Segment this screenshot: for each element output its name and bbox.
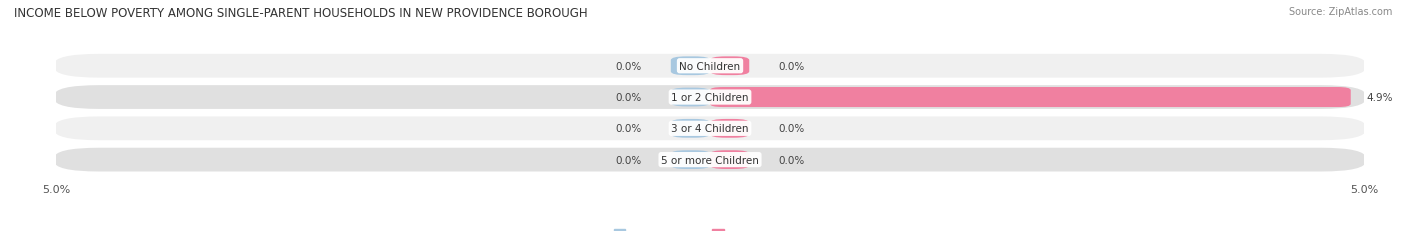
Text: 3 or 4 Children: 3 or 4 Children bbox=[671, 124, 749, 134]
Text: Source: ZipAtlas.com: Source: ZipAtlas.com bbox=[1288, 7, 1392, 17]
Text: 0.0%: 0.0% bbox=[778, 61, 804, 71]
FancyBboxPatch shape bbox=[53, 117, 1367, 141]
Text: No Children: No Children bbox=[679, 61, 741, 71]
FancyBboxPatch shape bbox=[710, 57, 749, 76]
Text: 0.0%: 0.0% bbox=[616, 124, 643, 134]
Text: 5 or more Children: 5 or more Children bbox=[661, 155, 759, 165]
FancyBboxPatch shape bbox=[710, 151, 749, 169]
FancyBboxPatch shape bbox=[710, 88, 1351, 108]
Text: 0.0%: 0.0% bbox=[778, 124, 804, 134]
Text: INCOME BELOW POVERTY AMONG SINGLE-PARENT HOUSEHOLDS IN NEW PROVIDENCE BOROUGH: INCOME BELOW POVERTY AMONG SINGLE-PARENT… bbox=[14, 7, 588, 20]
FancyBboxPatch shape bbox=[671, 119, 710, 138]
FancyBboxPatch shape bbox=[53, 148, 1367, 172]
Text: 0.0%: 0.0% bbox=[616, 155, 643, 165]
Legend: Single Father, Single Mother: Single Father, Single Mother bbox=[609, 225, 811, 231]
Text: 0.0%: 0.0% bbox=[616, 93, 643, 103]
FancyBboxPatch shape bbox=[53, 86, 1367, 109]
FancyBboxPatch shape bbox=[53, 55, 1367, 78]
Text: 1 or 2 Children: 1 or 2 Children bbox=[671, 93, 749, 103]
FancyBboxPatch shape bbox=[710, 119, 749, 138]
FancyBboxPatch shape bbox=[671, 88, 710, 107]
Text: 0.0%: 0.0% bbox=[778, 155, 804, 165]
FancyBboxPatch shape bbox=[671, 57, 710, 76]
FancyBboxPatch shape bbox=[671, 151, 710, 169]
Text: 4.9%: 4.9% bbox=[1367, 93, 1393, 103]
Text: 0.0%: 0.0% bbox=[616, 61, 643, 71]
